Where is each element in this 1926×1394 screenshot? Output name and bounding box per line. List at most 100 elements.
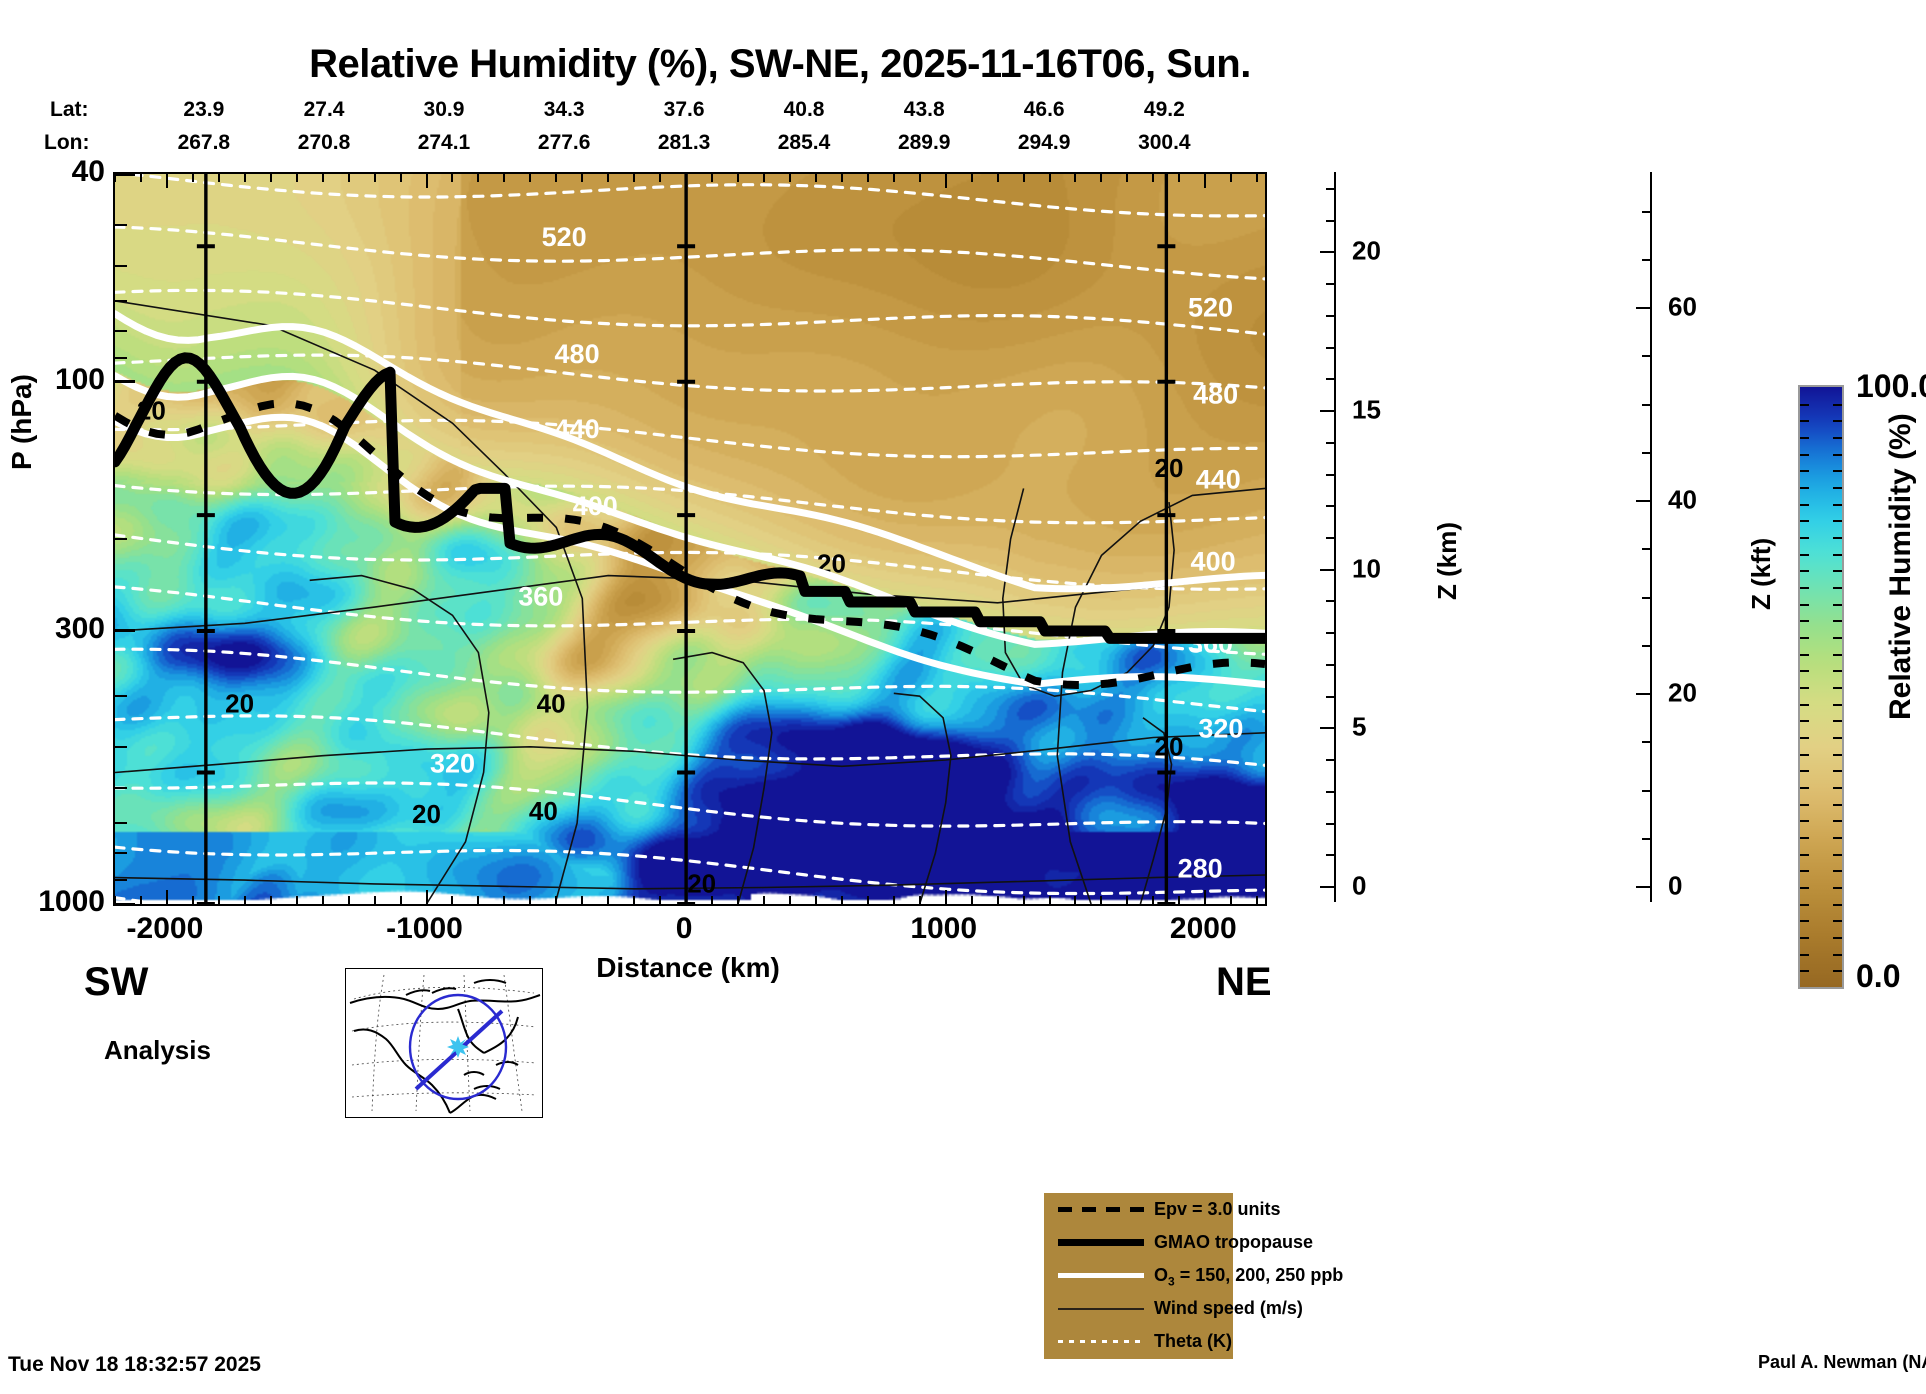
colorbar-tick (1833, 553, 1842, 556)
theta-contour-label: 320 (1198, 714, 1243, 744)
legend-row[interactable]: Theta (K) (1044, 1325, 1233, 1358)
latitude-row: Lat: 23.9 27.4 30.9 34.3 37.6 40.8 43.8 46.6 49.… (50, 98, 1250, 124)
altitude-minor-tick (1642, 403, 1650, 406)
ozone-contour (115, 372, 1265, 648)
distance-tick-top (970, 174, 973, 182)
colorbar-tick (1800, 403, 1809, 406)
distance-tick-top (425, 174, 428, 188)
distance-tick (814, 896, 817, 904)
colorbar[interactable] (1798, 385, 1844, 989)
colorbar-tick (1800, 837, 1809, 839)
altitude-minor-tick (1642, 644, 1650, 647)
contour-overlay: 2020202040202020405205204804804404404004… (115, 174, 1265, 904)
legend-label: Wind speed (m/s) (1154, 1298, 1303, 1318)
theta-contour (115, 288, 1265, 336)
wind-speed-contour (309, 574, 490, 904)
distance-tick-top (555, 174, 558, 182)
altitude-minor-tick (1642, 693, 1650, 696)
distance-tick-label: -2000 (126, 912, 204, 945)
colorbar-tick (1800, 437, 1809, 439)
colorbar-tick (1800, 870, 1809, 873)
theta-contour-label: 520 (1188, 293, 1233, 323)
altitude-minor-tick (1326, 187, 1334, 190)
colorbar-tick (1833, 403, 1842, 406)
colorbar-max-label: 100.0 (1856, 368, 1926, 404)
colorbar-tick (1800, 720, 1809, 723)
distance-tick-top (996, 174, 999, 182)
map-range-circle (408, 993, 508, 1101)
wind-speed-contour (115, 300, 589, 900)
colorbar-tick (1833, 637, 1842, 639)
distance-tick (115, 896, 116, 904)
altitude-minor-tick (1326, 219, 1334, 222)
distance-tick-top (477, 174, 480, 182)
theta-contour-label: 400 (1191, 547, 1236, 577)
wind-speed-contour (1139, 717, 1173, 904)
distance-tick-top (633, 174, 636, 182)
altitude-minor-tick (1326, 314, 1334, 317)
longitude-row: Lon: 267.8 270.8 274.1 277.6 281.3 285.4 289.9… (44, 131, 1244, 157)
pressure-minor-tick (115, 879, 127, 882)
distance-tick (1204, 890, 1207, 904)
distance-tick-top (685, 174, 688, 188)
cross-section-plot[interactable]: 20 20 20 20 40 20 20 20 40 520 520 480 480 440 440 400 4… (113, 172, 1267, 906)
altitude-minor-tick (1326, 600, 1334, 603)
altitude-tick-label: 40 (1668, 484, 1697, 515)
altitude-minor-tick (1326, 410, 1334, 413)
distance-tick (217, 896, 220, 904)
distance-tick (529, 896, 532, 904)
pressure-minor-tick (115, 787, 127, 790)
distance-tick-top (321, 174, 324, 182)
legend-row[interactable]: Wind speed (m/s) (1044, 1292, 1303, 1325)
altitude-tick-label: 5 (1352, 711, 1367, 742)
distance-tick-top (581, 174, 584, 182)
distance-tick (165, 890, 168, 904)
altitude-kft-axis-title: Z (kft) (1746, 537, 1776, 610)
theta-contour-label: 280 (1178, 854, 1223, 884)
altitude-kft-axis (1636, 172, 1652, 902)
distance-tick-top (1230, 174, 1233, 182)
legend-label: Epv = 3.0 units (1154, 1199, 1281, 1219)
colorbar-tick (1800, 503, 1809, 506)
distance-tick-top (1204, 174, 1207, 188)
pressure-minor-tick (115, 695, 127, 698)
distance-tick-top (139, 174, 142, 182)
legend-panel[interactable]: Epv = 3.0 units GMAO tropopause O3 = 150, … (1044, 1193, 1343, 1359)
altitude-tick-label: 20 (1352, 235, 1381, 266)
wind-contour-label: 40 (529, 796, 558, 826)
pressure-minor-tick (115, 822, 127, 825)
longitude-value: 289.9 (897, 131, 951, 154)
colorbar-tick (1800, 687, 1809, 689)
colorbar-tick (1833, 787, 1842, 789)
colorbar-tick (1833, 970, 1842, 973)
colorbar-min-label: 0.0 (1856, 958, 1901, 994)
distance-tick-top (918, 174, 921, 182)
colorbar-tick (1833, 453, 1842, 456)
pressure-major-tick (115, 174, 135, 176)
distance-tick (1022, 896, 1025, 904)
colorbar-tick (1800, 670, 1809, 673)
altitude-minor-tick (1326, 505, 1334, 508)
map-center-star (447, 1036, 469, 1058)
altitude-minor-tick (1326, 727, 1334, 730)
legend-row[interactable]: Epv = 3.0 units (1044, 1193, 1281, 1226)
wind-contour-label: 40 (537, 689, 566, 719)
distance-tick (607, 896, 610, 904)
pressure-major-tick (115, 902, 135, 904)
distance-tick-top (944, 174, 947, 188)
distance-tick-top (866, 174, 869, 182)
inset-location-map[interactable] (345, 968, 543, 1118)
distance-tick-label: 0 (675, 912, 693, 945)
legend-row[interactable]: O3 = 150, 200, 250 ppb (1044, 1259, 1343, 1292)
legend-row[interactable]: GMAO tropopause (1044, 1226, 1313, 1259)
colorbar-tick (1833, 503, 1842, 506)
pressure-minor-tick (115, 356, 127, 359)
distance-tick (659, 896, 662, 904)
altitude-tick-label: 15 (1352, 394, 1381, 425)
latitude-label: Lat: (50, 98, 89, 121)
wind-speed-contour (1056, 487, 1265, 904)
distance-tick (970, 896, 973, 904)
distance-tick-label: 1000 (910, 912, 978, 945)
distance-tick-top (1022, 174, 1025, 182)
distance-tick (399, 896, 402, 904)
